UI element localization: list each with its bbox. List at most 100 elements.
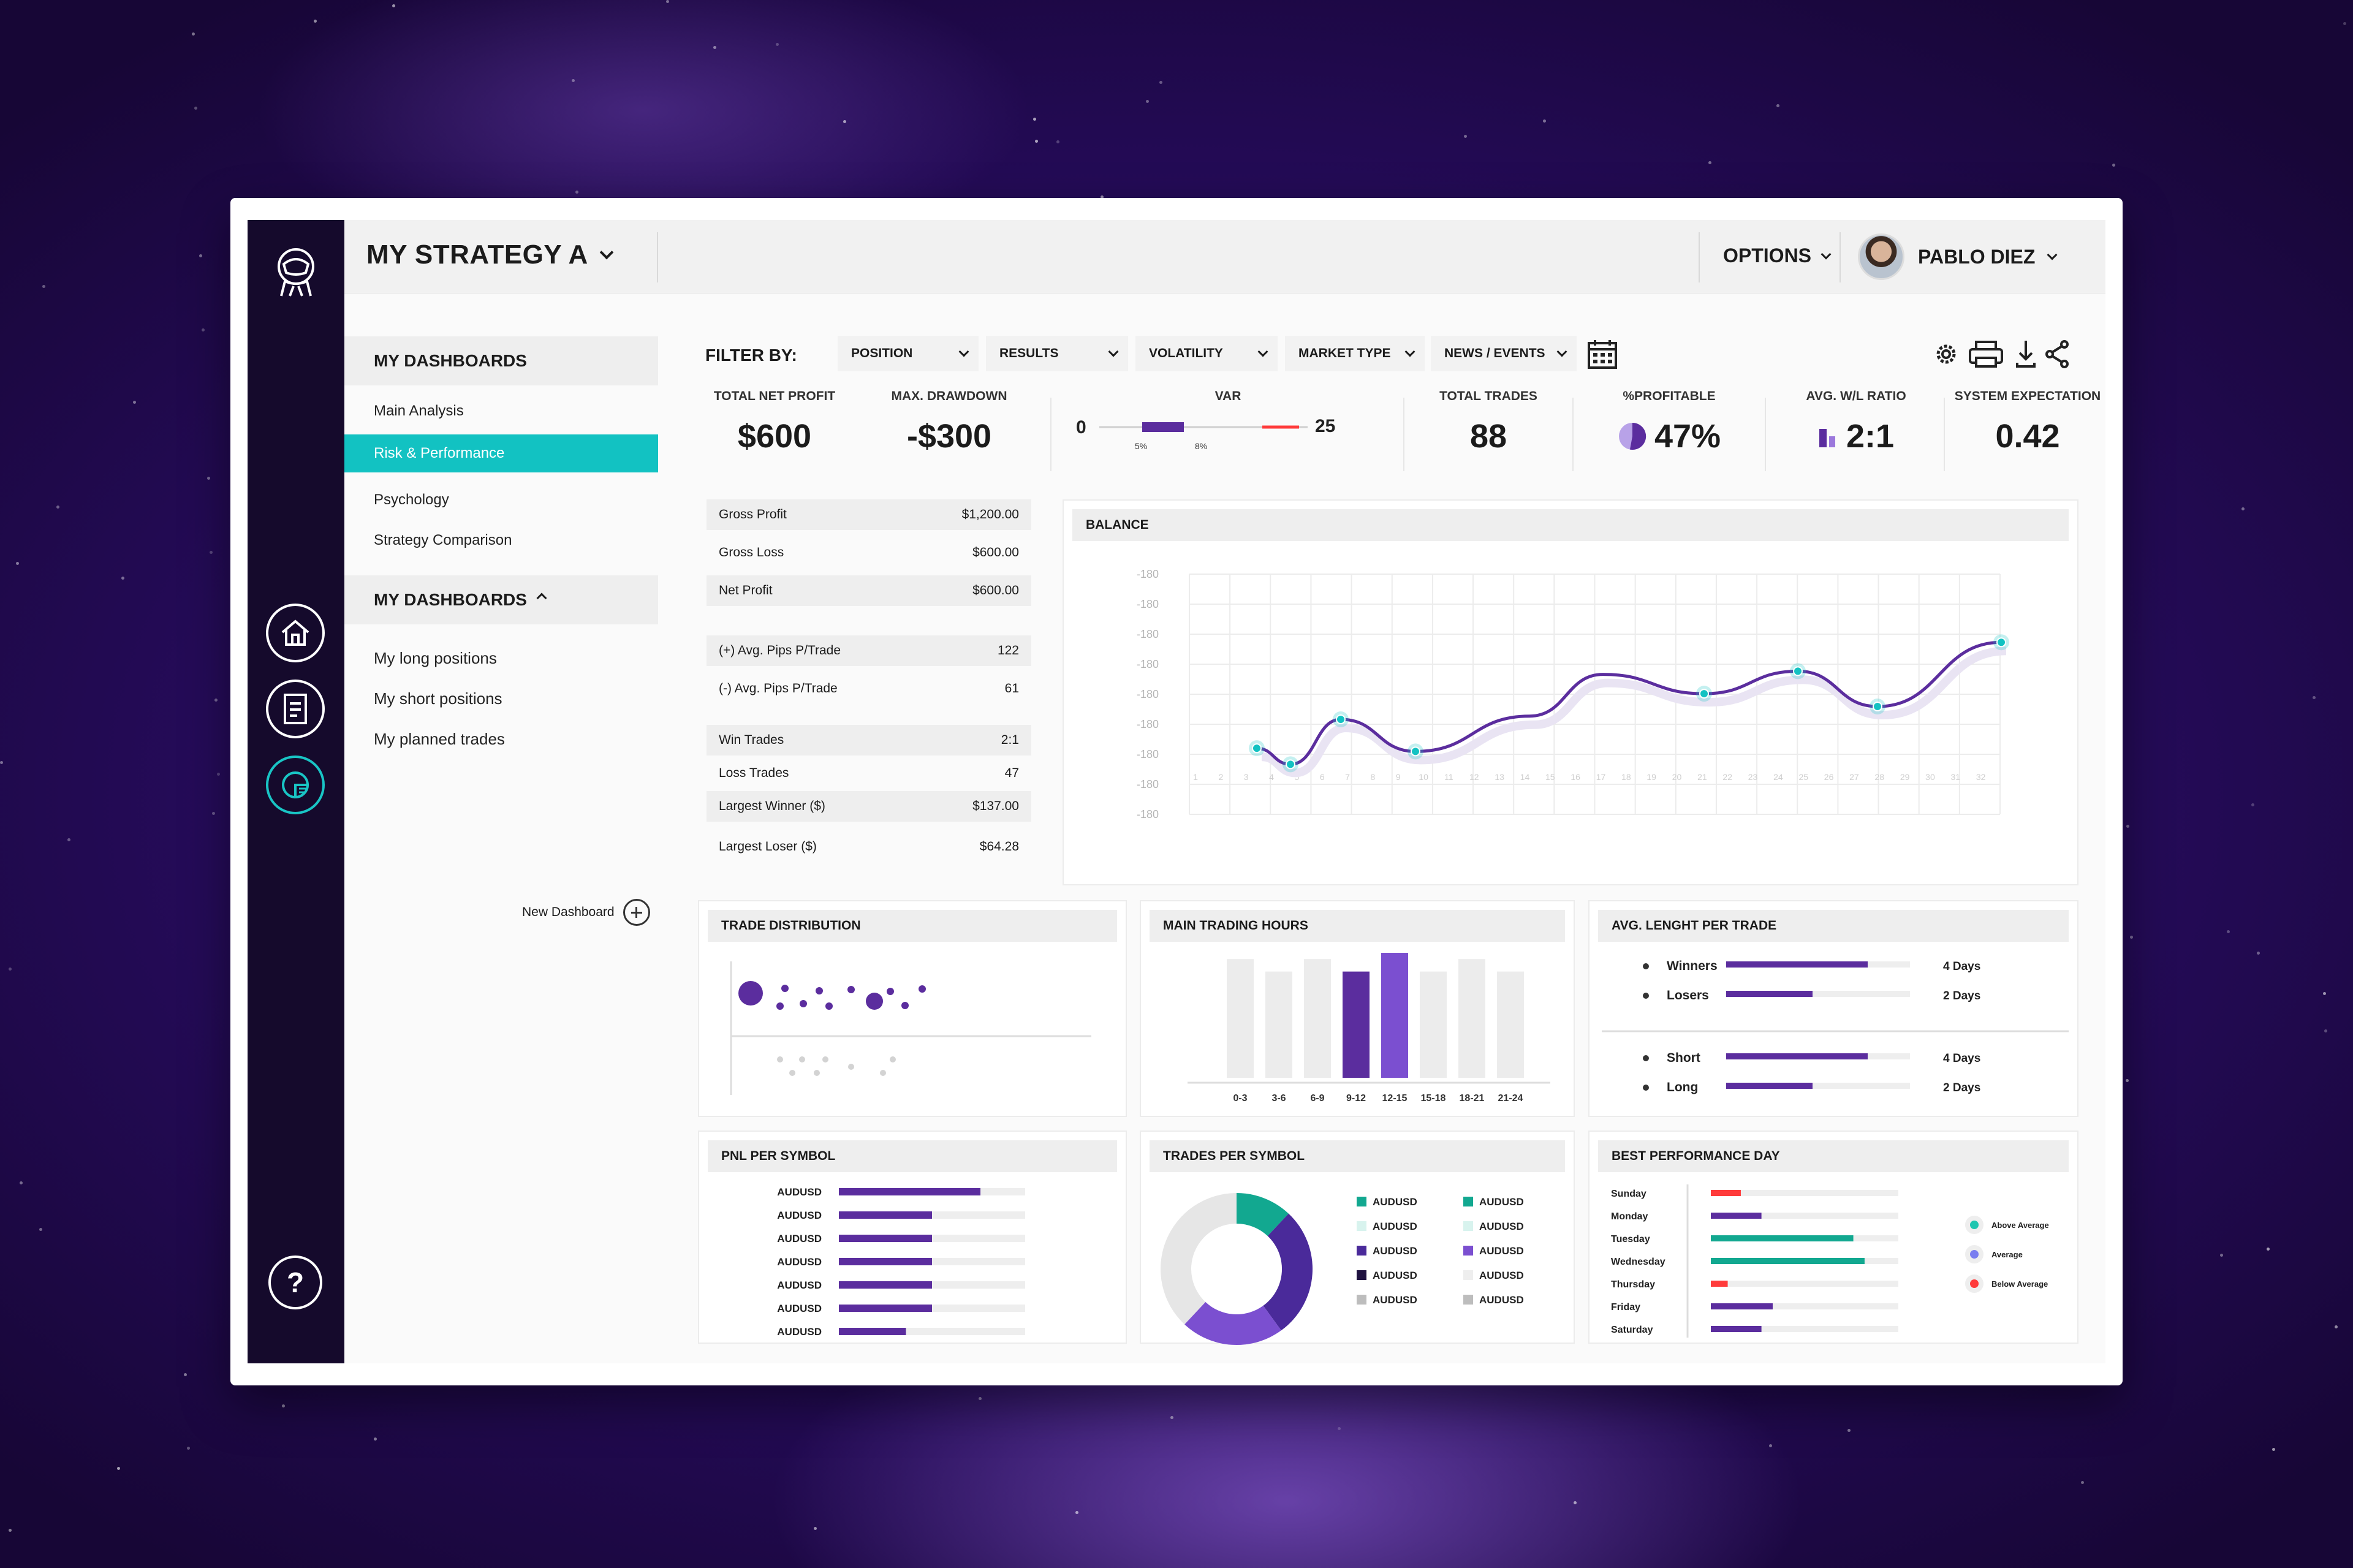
help-button[interactable]: ? [268, 1256, 322, 1309]
gear-icon[interactable] [1932, 338, 1960, 370]
kpi-label: SYSTEM EXPECTATION [1954, 389, 2101, 403]
x-tick-label: 2 [1218, 772, 1223, 782]
sidebar-item-risk-performance[interactable]: Risk & Performance [344, 434, 658, 472]
x-tick-label: 31 [1951, 772, 1961, 782]
legend-swatch [1463, 1270, 1473, 1280]
balance-point [1252, 743, 1262, 754]
pie-mini-icon [1618, 422, 1646, 450]
left-rail: ? [248, 220, 344, 1363]
best-day-card: BEST PERFORMANCE DAY Sunday Monday Tuesday… [1588, 1131, 2078, 1344]
bar-track [1711, 1326, 1898, 1332]
day-bar [1711, 1190, 1741, 1196]
pnl-symbol-card: PNL PER SYMBOL AUDUSD AUDUSD AUDUSD AUDUSD A… [698, 1131, 1127, 1344]
card-title: TRADES PER SYMBOL [1150, 1140, 1565, 1172]
document-nav-button[interactable] [266, 680, 325, 738]
donut-slice [1237, 1193, 1289, 1237]
x-tick-label: 7 [1345, 772, 1350, 782]
star [2323, 992, 2326, 995]
chevron-down-icon [599, 245, 614, 260]
star [666, 0, 669, 3]
kpi-label: AVG. W/L RATIO [1806, 389, 1906, 403]
legend-label: AUDUSD [1479, 1294, 1524, 1306]
scatter-point [887, 988, 894, 995]
star [194, 107, 197, 110]
y-tick-label: -180 [1137, 628, 1159, 640]
share-icon[interactable] [2044, 338, 2071, 370]
sidebar-item-psychology[interactable]: Psychology [374, 491, 449, 508]
filter-select-market-type[interactable]: MARKET TYPE [1285, 336, 1425, 371]
length-label: Losers [1667, 988, 1709, 1002]
x-tick-label: 32 [1976, 772, 1986, 782]
filter-select-volatility[interactable]: VOLATILITY [1135, 336, 1278, 371]
x-tick-label: 23 [1748, 772, 1758, 782]
download-icon[interactable] [2014, 338, 2037, 370]
legend-label: AUDUSD [1373, 1294, 1417, 1306]
trading-hours-chart: 0-3 3-6 6-9 9-12 12-15 15-18 18-21 21-24 [1188, 953, 1550, 1104]
star [1543, 119, 1546, 123]
hour-bar [1420, 971, 1447, 1078]
hour-label: 6-9 [1310, 1093, 1324, 1104]
star [42, 285, 45, 288]
legend-swatch [1357, 1270, 1366, 1280]
scatter-point [800, 1000, 807, 1007]
sidebar-item-short-positions[interactable]: My short positions [374, 689, 502, 708]
star [2257, 952, 2260, 955]
star [217, 773, 220, 776]
star [2267, 1248, 2270, 1251]
star [2335, 1325, 2338, 1328]
star [2126, 825, 2129, 828]
chevron-down-icon [1556, 346, 1567, 357]
star [2126, 1079, 2129, 1082]
star [117, 1467, 120, 1470]
print-icon[interactable] [1968, 338, 2004, 370]
scatter-point [919, 985, 926, 993]
star [1056, 140, 1059, 143]
sidebar-item-long-positions[interactable]: My long positions [374, 649, 497, 667]
new-dashboard-button[interactable]: New Dashboard [522, 899, 650, 926]
options-menu[interactable]: OPTIONS [1723, 244, 1832, 267]
x-tick-label: 11 [1444, 772, 1453, 782]
symbol-label: AUDUSD [777, 1326, 822, 1338]
legend-label: AUDUSD [1479, 1196, 1524, 1208]
stat-value: 47 [1004, 766, 1019, 780]
sidebar-section-title-collapsible[interactable]: MY DASHBOARDS [344, 575, 658, 624]
x-tick-label: 17 [1596, 772, 1606, 782]
home-icon [281, 619, 309, 646]
card-title: PNL PER SYMBOL [708, 1140, 1117, 1172]
new-dashboard-label: New Dashboard [522, 905, 615, 919]
balance-point [1873, 702, 1882, 712]
stat-label: Net Profit [719, 583, 773, 597]
star [2227, 930, 2230, 933]
user-menu[interactable]: PABLO DIEZ [1858, 233, 2058, 280]
filter-select-news-events[interactable]: NEWS / EVENTS [1431, 336, 1577, 371]
astronaut-logo-icon[interactable] [265, 242, 327, 303]
donut-slice [1184, 1301, 1281, 1346]
star [1035, 140, 1038, 143]
filter-select-position[interactable]: POSITION [838, 336, 979, 371]
scatter-point [890, 1056, 896, 1062]
legend-label: AUDUSD [1373, 1221, 1417, 1232]
var-range-bar [1142, 422, 1184, 432]
kpi-value: 88 [1469, 418, 1507, 455]
chart-nav-button[interactable] [266, 756, 325, 814]
kpi-value: 0.42 [1995, 418, 2060, 455]
symbol-label: AUDUSD [777, 1279, 822, 1291]
x-tick-label: 20 [1672, 772, 1682, 782]
star [20, 1181, 23, 1184]
star [1776, 104, 1779, 107]
star [776, 43, 779, 46]
x-tick-label: 6 [1320, 772, 1325, 782]
day-label: Monday [1611, 1211, 1648, 1222]
filter-select-results[interactable]: RESULTS [986, 336, 1128, 371]
sidebar-item-planned-trades[interactable]: My planned trades [374, 730, 505, 748]
trading-hours-card: MAIN TRADING HOURS 0-3 3-6 6-9 9-12 12-15 15-… [1140, 900, 1575, 1117]
sidebar-item-main-analysis[interactable]: Main Analysis [374, 403, 464, 419]
home-nav-button[interactable] [266, 604, 325, 662]
y-tick-label: -180 [1137, 718, 1159, 730]
star [1464, 135, 1467, 138]
star [0, 761, 3, 764]
x-tick-label: 14 [1520, 772, 1530, 782]
sidebar-item-strategy-comparison[interactable]: Strategy Comparison [374, 532, 512, 548]
calendar-icon[interactable] [1586, 338, 1618, 370]
strategy-selector[interactable]: MY STRATEGY A [366, 240, 614, 270]
